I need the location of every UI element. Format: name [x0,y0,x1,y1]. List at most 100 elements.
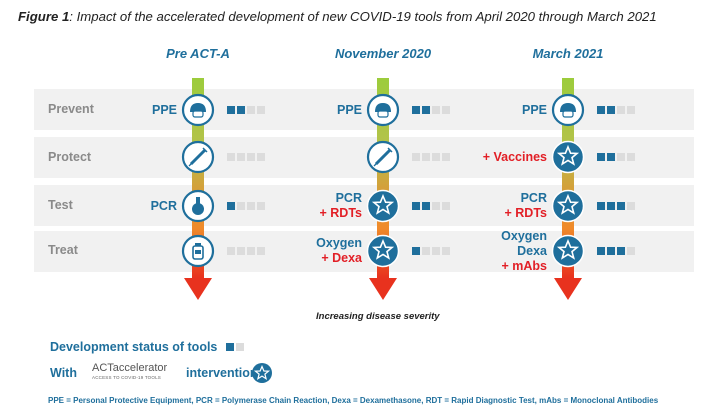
status-square-filled [227,202,235,210]
status-square-empty [442,202,450,210]
status-square-empty [237,153,245,161]
status-square-empty [627,106,635,114]
tool-label-line: + RDTs [504,206,548,220]
severity-label: Increasing disease severity [316,311,440,322]
tool-label-line: + Vaccines [482,149,547,164]
tool-label-line: PCR [150,198,177,213]
tool-label: PCR + RDTs [320,191,363,221]
status-square-empty [617,106,625,114]
bottle-icon [181,234,215,268]
tool-label: PCR [151,199,177,214]
status-square-empty [442,153,450,161]
row-band-treat [34,231,694,272]
star-icon [366,234,400,268]
status-squares [412,247,450,255]
status-square-empty [257,153,265,161]
ppe-icon [366,93,400,127]
status-square-filled [617,247,625,255]
status-square-filled [607,202,615,210]
status-square-empty [617,153,625,161]
status-square-filled [607,106,615,114]
status-square-filled [412,202,420,210]
status-square-empty [247,153,255,161]
row-label-test: Test [48,198,73,212]
star-icon [551,189,585,223]
legend-with: With [50,366,77,380]
legend-intervention: intervention [186,366,258,380]
status-square-empty [627,153,635,161]
syringe-icon [366,140,400,174]
status-square-filled [617,202,625,210]
status-square-empty [432,106,440,114]
status-squares [597,153,635,161]
legend-status-squares [226,343,244,351]
row-band-prevent [34,89,694,130]
tool-label: Oxygen + Dexa [316,236,362,266]
row-band-protect [34,137,694,178]
footnote: PPE = Personal Protective Equipment, PCR… [48,396,659,405]
tool-label-line: Oxygen [316,236,362,250]
status-square-filled [597,153,605,161]
status-square-filled [607,247,615,255]
legend-star-icon [252,363,272,383]
row-band-test [34,185,694,226]
tool-label-line: PCR [520,191,547,205]
status-squares [227,153,265,161]
status-squares [597,247,635,255]
status-square-empty [227,247,235,255]
status-square-empty [247,202,255,210]
legend-intervention-label: intervention [186,366,258,380]
status-square-filled [422,202,430,210]
status-square-filled [607,153,615,161]
brand-sub: ACCESS TO COVID-19 TOOLS [92,375,161,380]
status-squares [227,106,265,114]
status-squares [597,106,635,114]
status-square-empty [627,247,635,255]
status-square-empty [257,106,265,114]
severity-arrow [184,78,212,300]
status-square-empty [422,247,430,255]
status-square-empty [412,153,420,161]
status-square-empty [422,153,430,161]
tool-label: PPE [522,103,547,118]
star-icon [366,189,400,223]
status-squares [412,202,450,210]
status-square-filled [597,106,605,114]
row-label-protect: Protect [48,150,92,164]
tool-label: + Vaccines [483,150,547,165]
status-square-filled [597,247,605,255]
flask-icon [181,189,215,223]
tool-label-line: Dexa [517,243,547,258]
tool-label-line: PPE [336,102,362,117]
syringe-icon [181,140,215,174]
severity-arrow [369,78,397,300]
act-accelerator-logo: ACTaccelerator ACCESS TO COVID-19 TOOLS [92,362,167,383]
status-square-empty [627,202,635,210]
status-square-empty [432,247,440,255]
figure-label: Figure 1 [18,9,70,24]
tool-label-line: Oxygen [501,228,547,243]
status-square-filled [237,106,245,114]
status-square-empty [237,247,245,255]
status-square-empty [257,247,265,255]
status-square-empty [432,202,440,210]
brand-main: ACTaccelerator [92,362,168,374]
star-icon [551,140,585,174]
tool-label-line: PCR [335,191,362,205]
legend-square-empty [236,343,244,351]
tool-label-line: + RDTs [319,206,363,220]
star-icon [551,234,585,268]
tool-label-line: PPE [521,102,547,117]
legend-status-label: Development status of tools [50,340,218,354]
status-squares [227,202,265,210]
figure-title: Figure 1: Impact of the accelerated deve… [18,9,657,24]
figure-caption: : Impact of the accelerated development … [69,9,657,24]
row-label-prevent: Prevent [48,102,94,116]
tool-label: Oxygen Dexa + mAbs [501,229,547,274]
status-squares [412,106,450,114]
tool-label-line: + Dexa [321,251,362,265]
tool-label-line: PPE [151,102,177,117]
status-squares [227,247,265,255]
status-square-empty [247,247,255,255]
tool-label: PCR + RDTs [505,191,548,221]
